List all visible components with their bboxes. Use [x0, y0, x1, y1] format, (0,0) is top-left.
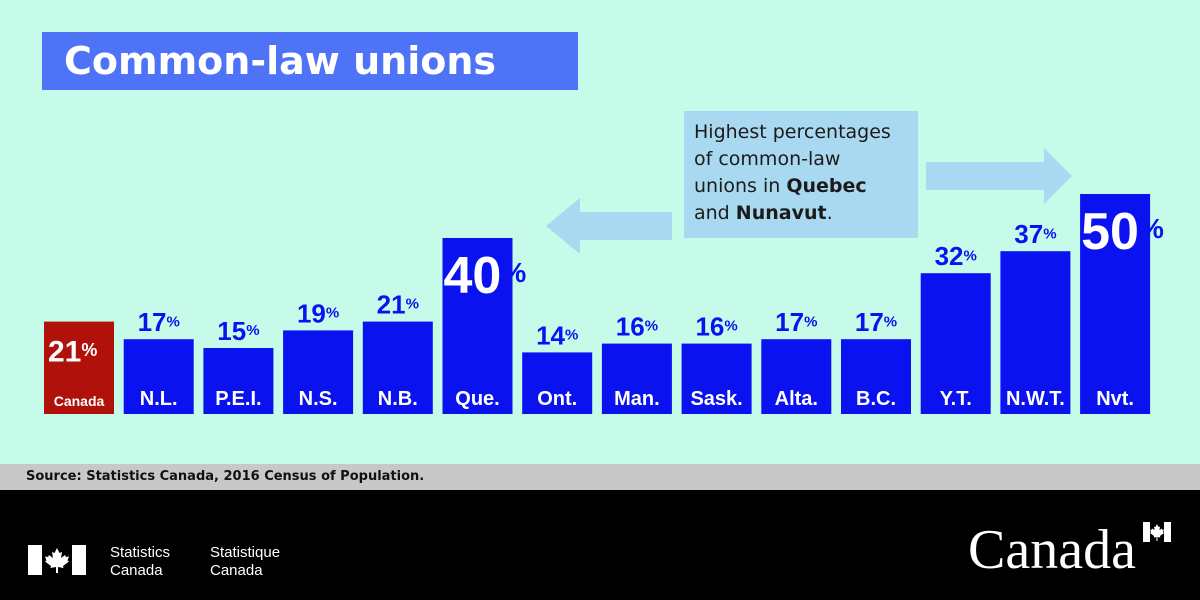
- category-label-b-c: B.C.: [856, 388, 896, 410]
- bar-n-l: [123, 339, 194, 414]
- arrow-right-to-nunavut: [926, 148, 1072, 204]
- bar-b-c: [841, 339, 911, 414]
- value-label-p-e-i: 15%: [217, 316, 259, 346]
- value-label-n-s: 19%: [297, 298, 339, 328]
- bar-n-w-t: [1000, 251, 1071, 414]
- category-label-que: Que.: [455, 388, 499, 410]
- value-label-alta: 17%: [775, 307, 817, 337]
- arrow-left-to-quebec: [546, 198, 672, 254]
- value-label-n-w-t: 37%: [1014, 219, 1056, 249]
- bar-n-b: [362, 321, 433, 414]
- footer-bar: [0, 490, 1200, 600]
- value-label-ont: 14%: [536, 320, 578, 350]
- category-label-n-l: N.L.: [140, 388, 178, 410]
- canada-flag-icon: [28, 545, 86, 575]
- value-label-canada: 21%: [48, 336, 97, 369]
- callout-highlight-nunavut: Nunavut: [735, 202, 827, 224]
- bar-y-t: [920, 273, 991, 414]
- category-label-canada: Canada: [54, 393, 105, 409]
- agency-name-english: Statistics Canada: [110, 544, 170, 580]
- bars-layer: [44, 194, 1151, 414]
- category-label-n-b: N.B.: [378, 388, 418, 410]
- bar-nvt: [1080, 194, 1151, 414]
- value-label-n-b: 21%: [377, 290, 419, 320]
- bar-p-e-i: [203, 348, 274, 414]
- bar-man: [601, 343, 672, 414]
- wordmark-flag-icon: [1143, 522, 1171, 542]
- value-label-que: 40%: [444, 247, 527, 305]
- callout-line-4: and Nunavut.: [694, 200, 918, 227]
- value-label-sask: 16%: [695, 312, 737, 342]
- bar-n-s: [283, 330, 354, 414]
- bar-canada: [44, 321, 114, 414]
- callout-line-1: Highest percentages: [694, 121, 891, 143]
- agency-fr-line-2: Canada: [210, 562, 263, 579]
- callout-line-2: of common-law: [694, 148, 841, 170]
- value-label-man: 16%: [616, 312, 658, 342]
- bar-ont: [522, 352, 593, 414]
- value-label-b-c: 17%: [855, 307, 897, 337]
- bar-alta: [761, 339, 832, 414]
- callout-highlight-quebec: Quebec: [786, 175, 867, 197]
- agency-name-french: Statistique Canada: [210, 544, 280, 580]
- value-label-y-t: 32%: [935, 241, 977, 271]
- category-label-ont: Ont.: [537, 388, 577, 410]
- source-note: Source: Statistics Canada, 2016 Census o…: [0, 464, 1200, 490]
- category-label-n-w-t: N.W.T.: [1006, 388, 1065, 410]
- callout-text: and: [694, 202, 736, 224]
- value-label-n-l: 17%: [138, 307, 180, 337]
- canada-wordmark: Canada: [968, 519, 1136, 581]
- category-label-nvt: Nvt.: [1096, 388, 1134, 410]
- value-labels-layer: 21% 17% 15% 19% 21% 40% 14% 16% 16% 17% 17% 32% 37% 5…: [48, 203, 1164, 369]
- agency-fr-line-1: Statistique: [210, 544, 281, 561]
- category-labels-layer: Canada N.L. P.E.I. N.S. N.B. Que. Ont. Man. Sask…: [54, 388, 1134, 410]
- callout-text: .: [826, 202, 833, 224]
- agency-en-line-1: Statistics: [110, 544, 171, 561]
- category-label-y-t: Y.T.: [940, 388, 972, 410]
- callout-text: unions in: [694, 175, 787, 197]
- category-label-man: Man.: [614, 388, 660, 410]
- bar-chart: 21% 17% 15% 19% 21% 40% 14% 16% 16% 17% 17% 32% 37% 5…: [44, 148, 1164, 414]
- category-label-alta: Alta.: [775, 388, 818, 410]
- callout-arrows: [546, 148, 1072, 254]
- category-label-n-s: N.S.: [299, 388, 338, 410]
- agency-en-line-2: Canada: [110, 562, 163, 579]
- callout-line-3: unions in Quebec: [694, 173, 918, 200]
- value-label-nvt: 50%: [1081, 203, 1164, 261]
- category-label-sask: Sask.: [690, 388, 742, 410]
- callout-box: Highest percentages of common-law unions…: [684, 111, 918, 238]
- category-label-p-e-i: P.E.I.: [215, 388, 261, 410]
- bar-que: [442, 238, 513, 414]
- bar-sask: [681, 343, 752, 414]
- chart-title: Common-law unions: [42, 32, 578, 90]
